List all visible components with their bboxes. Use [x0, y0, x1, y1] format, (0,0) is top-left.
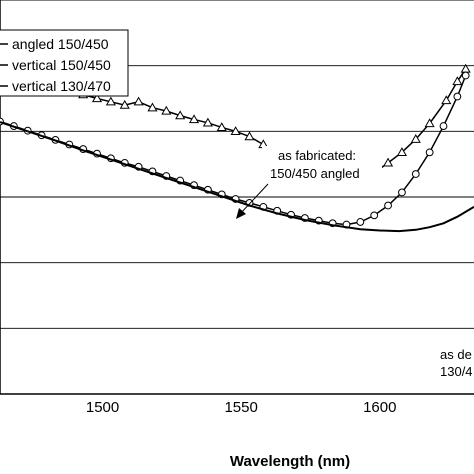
data-point-triangle: [105, 96, 116, 106]
annotation-background: [432, 344, 474, 380]
data-point-triangle: [244, 131, 255, 141]
annotation-as-fabricated: as fabricated: 150/450 angled: [236, 146, 382, 219]
data-point-triangle: [230, 126, 241, 135]
data-point-triangle: [175, 110, 186, 120]
series-line: [0, 121, 474, 233]
series-none: [0, 121, 474, 233]
legend: angled 150/450 vertical 150/450 vertical 1…: [0, 29, 129, 97]
annotation-line-2: 130/4: [440, 364, 473, 379]
x-tick-label: 1550: [224, 399, 257, 416]
data-point-triangle: [161, 105, 172, 115]
legend-item: angled 150/450: [0, 36, 109, 52]
annotation-line-1: as fabricated:: [278, 148, 356, 163]
annotation-arrowhead: [236, 208, 246, 219]
data-point-triangle: [396, 147, 407, 156]
data-point-triangle: [188, 114, 200, 124]
data-point-circle: [439, 122, 448, 130]
legend-label: vertical 150/450: [12, 57, 111, 73]
data-point-circle: [370, 211, 379, 220]
data-point-circle: [425, 148, 434, 157]
legend-item: vertical 130/470: [0, 78, 111, 94]
data-point-triangle: [119, 99, 130, 109]
annotation-background: [262, 146, 382, 184]
data-point-circle: [453, 92, 462, 101]
annotation-arrow-shaft: [239, 183, 269, 215]
annotation-line-2: 150/450 angled: [270, 166, 360, 181]
data-point-triangle: [424, 118, 435, 128]
data-point-triangle: [441, 95, 452, 105]
legend-label: vertical 130/470: [12, 78, 111, 94]
annotation-as-designed: as de 130/4: [432, 344, 474, 380]
data-point-circle: [398, 188, 406, 197]
data-point-triangle: [452, 76, 463, 86]
data-point-circle: [356, 218, 365, 226]
x-tick-labels: 1500 1550 1600: [86, 399, 397, 416]
x-tick-label: 1500: [86, 399, 119, 416]
series-line: [0, 75, 467, 226]
axes: [0, 0, 474, 395]
x-tick-label: 1600: [363, 399, 396, 416]
data-point-circle: [461, 71, 470, 80]
data-point-circle: [384, 201, 392, 210]
data-point-triangle: [216, 122, 227, 132]
data-point-triangle: [202, 117, 213, 127]
x-axis-label: Wavelength (nm): [230, 453, 350, 470]
data-point-triangle: [133, 96, 144, 106]
data-point-circle: [411, 170, 420, 178]
legend-item: vertical 150/450: [0, 57, 111, 73]
data-point-triangle: [410, 134, 421, 143]
annotation-line-1: as de: [440, 347, 472, 362]
legend-label: angled 150/450: [12, 36, 109, 52]
data-point-triangle: [147, 102, 158, 112]
data-point-triangle: [91, 93, 103, 103]
data-point-triangle: [383, 157, 394, 167]
legend-box: [0, 29, 129, 97]
